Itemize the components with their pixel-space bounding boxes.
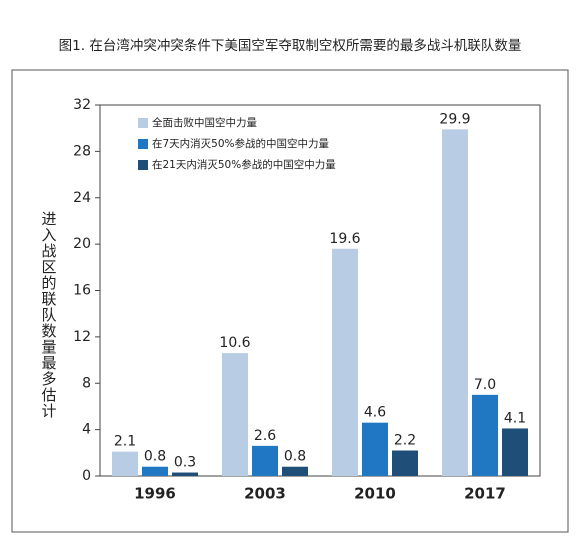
x-tick-label: 2010 (354, 485, 396, 503)
value-label: 19.6 (329, 231, 360, 247)
legend-label: 在7天内消灭50%参战的中国空中力量 (152, 137, 330, 150)
bar (112, 451, 138, 476)
bar (142, 466, 168, 476)
legend-swatch (138, 139, 148, 149)
legend-label: 在21天内消灭50%参战的中国空中力量 (152, 158, 336, 171)
y-axis-label: 进入战区的联队数量最多估计 (40, 211, 58, 419)
value-label: 4.1 (504, 410, 526, 426)
chart-title: 图1. 在台湾冲突冲突条件下美国空军夺取制空权所需要的最多战斗机联队数量 (59, 37, 522, 54)
legend-swatch (138, 160, 148, 170)
bar (222, 353, 248, 476)
value-label: 29.9 (439, 111, 470, 127)
bar (442, 129, 468, 477)
value-label: 0.8 (144, 449, 166, 465)
y-tick-label: 12 (73, 329, 91, 345)
value-label: 2.6 (254, 428, 276, 444)
value-label: 2.2 (394, 432, 416, 448)
legend-label: 全面击败中国空中力量 (152, 116, 257, 129)
value-label: 4.6 (364, 405, 386, 421)
bar (282, 466, 308, 476)
bar (472, 394, 498, 476)
x-tick-label: 1996 (134, 485, 176, 503)
value-label: 2.1 (114, 434, 136, 450)
bar (362, 422, 388, 476)
y-tick-label: 8 (82, 375, 91, 391)
value-label: 10.6 (219, 335, 250, 351)
y-tick-label: 20 (73, 236, 91, 252)
x-tick-label: 2003 (244, 485, 286, 503)
bar (252, 445, 278, 476)
value-label: 0.3 (174, 455, 196, 471)
value-label: 7.0 (474, 377, 496, 393)
frame (11, 69, 569, 533)
y-tick-label: 0 (82, 468, 91, 484)
value-label: 0.8 (284, 449, 306, 465)
x-tick-label: 2017 (464, 485, 506, 503)
y-tick-label: 4 (82, 422, 91, 438)
y-tick-label: 24 (73, 190, 91, 206)
bar (502, 428, 528, 476)
bar (332, 248, 358, 476)
y-tick-label: 16 (73, 283, 91, 299)
bar (172, 472, 198, 476)
y-tick-label: 32 (73, 97, 91, 113)
legend-swatch (138, 118, 148, 128)
y-tick-label: 28 (73, 143, 91, 159)
bar (392, 450, 418, 476)
